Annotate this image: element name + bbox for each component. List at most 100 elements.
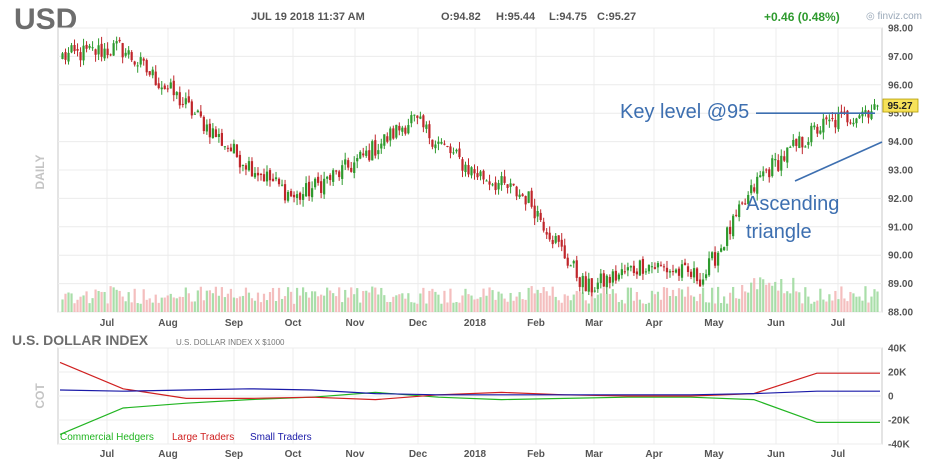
candle-body [578, 277, 581, 287]
price-y-tick-label: 88.00 [888, 308, 913, 319]
candle-body [226, 147, 230, 149]
candle-body [392, 128, 395, 139]
candle-body [407, 125, 410, 134]
volume-bar [738, 298, 741, 312]
volume-bar [861, 300, 864, 312]
volume-bar [834, 290, 837, 312]
volume-bar [443, 290, 446, 312]
volume-bar [404, 298, 407, 312]
candle-body [311, 188, 314, 198]
candle-body [100, 43, 103, 57]
price-y-tick-label: 89.00 [888, 279, 913, 290]
candle-body [518, 194, 521, 198]
candle-body [494, 182, 497, 191]
volume-bar [843, 298, 846, 312]
volume-bar [671, 289, 675, 312]
volume-bar [449, 288, 452, 312]
candle-body [335, 170, 338, 172]
cot-x-tick-label: Feb [527, 449, 545, 460]
candle-body [560, 239, 563, 247]
candle-body [783, 156, 786, 161]
volume-bar [277, 287, 281, 312]
volume-bar [311, 291, 314, 312]
candle-body [834, 119, 837, 128]
candle-body [575, 260, 578, 278]
candle-body [398, 125, 401, 131]
candle-body [374, 140, 377, 156]
volume-bar [518, 292, 521, 312]
candle-body [389, 128, 392, 141]
volume-bar [446, 302, 449, 312]
candle-body [527, 191, 530, 203]
price-x-tick-label: Feb [527, 318, 545, 329]
candle-body [701, 279, 705, 285]
cot-x-tick-label: 2018 [464, 449, 487, 460]
candle-body [73, 44, 76, 52]
cot-series-line [59, 388, 880, 396]
volume-series [61, 277, 879, 312]
volume-bar [545, 291, 548, 312]
candle-body [205, 124, 208, 132]
price-y-tick-label: 97.00 [888, 52, 913, 63]
volume-bar [816, 300, 819, 312]
volume-bar [653, 294, 657, 312]
candle-body [184, 98, 187, 105]
candle-body [416, 115, 419, 118]
candle-body [326, 176, 329, 179]
volume-bar [353, 294, 356, 312]
volume-bar [368, 292, 371, 312]
volume-bar [175, 298, 178, 312]
open-value: O:94.82 [441, 11, 481, 23]
candle-body [533, 205, 536, 219]
candle-body [154, 71, 157, 86]
candle-body [837, 113, 840, 130]
candle-body [590, 278, 593, 293]
candle-body [304, 183, 308, 197]
volume-bar [575, 290, 578, 312]
candle-body [217, 134, 220, 137]
candle-body [148, 71, 151, 75]
candle-body [713, 252, 717, 266]
volume-bar [683, 296, 687, 312]
cot-x-tick-label: May [704, 449, 724, 460]
candle-body [479, 171, 482, 177]
candle-body [446, 145, 449, 147]
candle-body [846, 110, 849, 123]
cot-note: U.S. DOLLAR INDEX X $1000 [176, 338, 285, 347]
candle-body [458, 148, 461, 158]
candle-body [103, 48, 106, 59]
candle-body [353, 162, 356, 173]
volume-bar [280, 298, 284, 312]
candle-body [449, 146, 452, 154]
candle-body [308, 181, 311, 197]
volume-bar [632, 300, 636, 312]
price-y-tick-label: 96.00 [888, 80, 913, 91]
candle-body [371, 141, 374, 161]
candle-body [229, 147, 233, 152]
candle-body [295, 194, 299, 199]
volume-bar [506, 301, 509, 312]
volume-bar [701, 287, 705, 312]
volume-bar [229, 288, 233, 312]
volume-bar [178, 296, 181, 312]
volume-bar [124, 301, 127, 312]
candle-body [768, 169, 771, 178]
candle-body [169, 82, 172, 89]
volume-bar [638, 299, 642, 312]
volume-bar [668, 296, 672, 312]
candle-body [133, 61, 136, 65]
low-value: L:94.75 [549, 11, 587, 23]
volume-bar [85, 291, 88, 312]
candle-body [710, 252, 714, 259]
candle-body [485, 180, 488, 182]
candle-body [356, 158, 359, 162]
candle-body [566, 257, 569, 266]
candle-body [350, 167, 353, 172]
volume-bar [732, 286, 735, 312]
candle-body [341, 165, 344, 179]
volume-bar [79, 296, 82, 312]
volume-bar [268, 292, 272, 312]
candle-body [816, 126, 819, 134]
volume-bar [756, 289, 759, 312]
candle-body [160, 87, 163, 90]
